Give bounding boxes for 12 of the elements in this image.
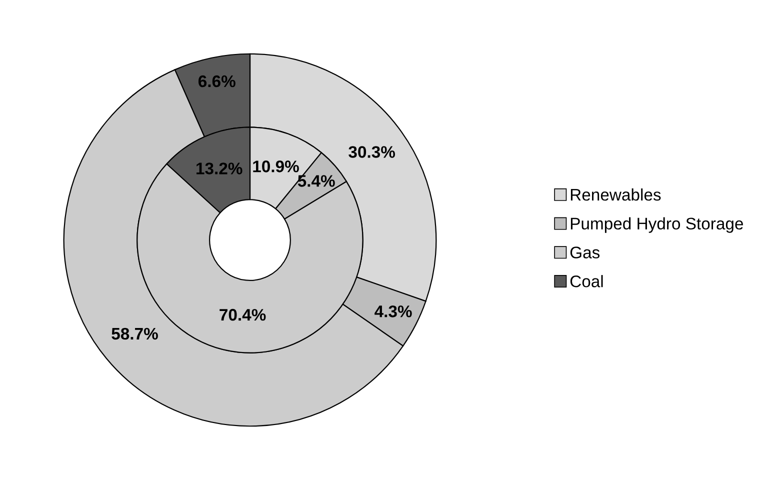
data-label: 13.2% <box>196 162 242 174</box>
data-label: 4.3% <box>374 305 412 318</box>
data-label: 58.7% <box>112 328 158 340</box>
data-label: 70.4% <box>220 308 266 321</box>
legend-label: Gas <box>570 246 600 258</box>
legend-label: Coal <box>570 275 603 288</box>
data-label: 6.6% <box>198 75 236 88</box>
legend-label: Renewables <box>570 188 661 201</box>
data-label: 30.3% <box>348 146 396 158</box>
legend-label: Pumped Hydro Storage <box>570 217 744 233</box>
data-label: 10.9% <box>253 160 299 172</box>
data-label: 5.4% <box>298 175 335 187</box>
